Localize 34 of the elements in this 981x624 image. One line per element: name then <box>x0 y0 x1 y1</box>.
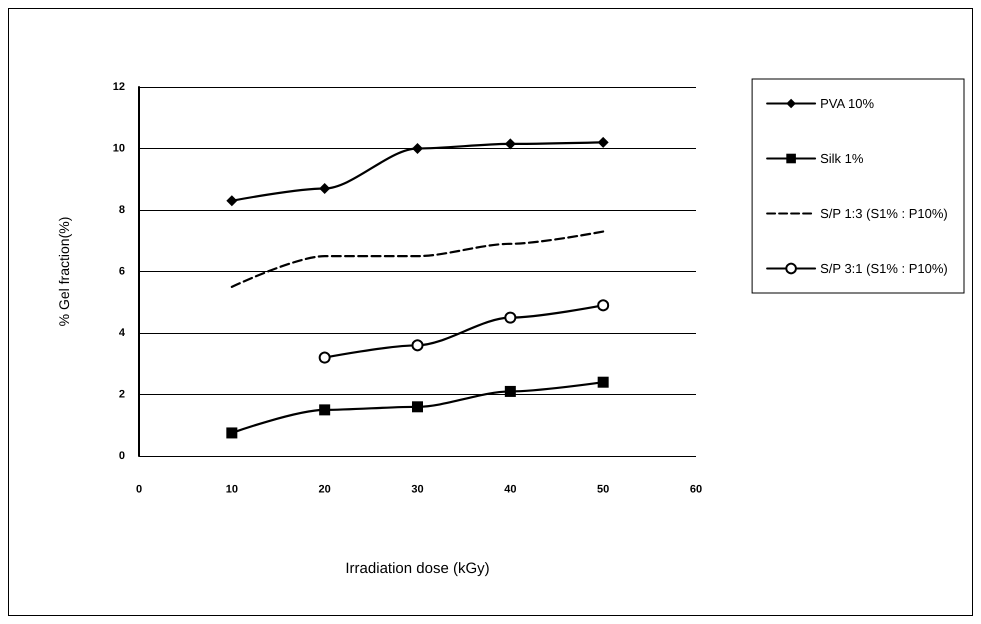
x-tick-label: 60 <box>690 484 702 496</box>
point <box>226 427 238 438</box>
y-tick-label: 2 <box>118 388 125 400</box>
x-tick-label: 0 <box>136 484 142 496</box>
legend-label: S/P 3:1 (S1% : P10%) <box>820 261 948 276</box>
point <box>597 299 610 312</box>
point <box>504 312 516 324</box>
legend-label: Silk 1% <box>820 151 864 166</box>
x-tick-label: 20 <box>318 484 331 496</box>
y-tick-label: 12 <box>112 81 125 93</box>
point <box>412 143 423 154</box>
point <box>412 401 423 412</box>
point <box>598 136 609 148</box>
x-tick-label: 30 <box>411 484 424 496</box>
x-tick-label: 10 <box>226 484 238 496</box>
y-tick-label: 0 <box>118 450 125 462</box>
point <box>598 376 609 388</box>
x-axis-title: Irradiation dose (kGy) <box>345 560 490 577</box>
y-tick-label: 10 <box>112 142 125 154</box>
legend-label: PVA 10% <box>820 96 875 111</box>
legend-label: S/P 1:3 (S1% : P10%) <box>820 206 948 221</box>
y-tick-label: 8 <box>118 204 125 216</box>
point <box>504 386 516 397</box>
x-tick-label: 40 <box>504 484 516 496</box>
point <box>319 404 330 416</box>
point <box>318 352 331 364</box>
y-tick-label: 6 <box>118 266 125 278</box>
y-tick-label: 4 <box>118 327 126 339</box>
point <box>412 339 424 352</box>
point <box>504 138 516 150</box>
point <box>319 182 330 194</box>
x-tick-label: 50 <box>597 484 610 496</box>
y-axis-title: % Gel fraction(%) <box>56 216 72 326</box>
point <box>226 195 238 206</box>
